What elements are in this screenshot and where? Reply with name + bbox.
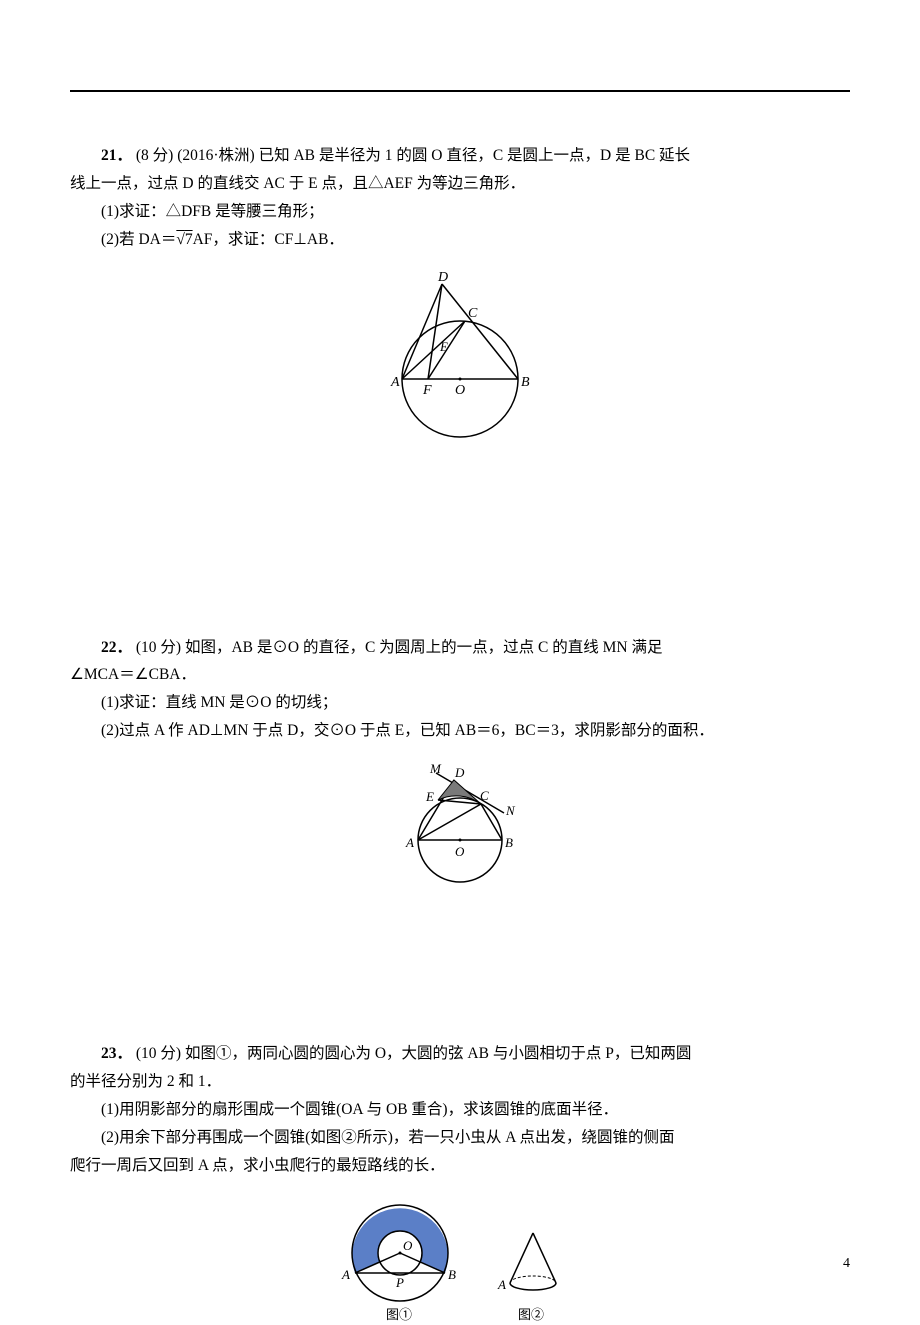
problem-23-text1: 如图①，两同心圆的圆心为 O，大圆的弦 AB 与小圆相切于点 P，已知两圆	[185, 1045, 691, 1062]
problem-23-diagram: A B O P 图① A 图②	[70, 1195, 850, 1325]
problem-21-sqrt: 7	[185, 231, 193, 248]
label-C: C	[468, 306, 478, 321]
problem-22-diagram: M D E C N A B O	[70, 760, 850, 890]
label-F: F	[422, 383, 432, 398]
problem-21-number: 21．	[101, 147, 132, 164]
label-N: N	[505, 803, 516, 818]
problem-23: 23． (10 分) 如图①，两同心圆的圆心为 O，大圆的弦 AB 与小圆相切于…	[70, 1040, 850, 1324]
problem-22-sub2: (2)过点 A 作 AD⊥MN 于点 D，交⊙O 于点 E，已知 AB＝6，BC…	[70, 717, 850, 745]
label-A2: A	[497, 1277, 506, 1292]
problem-23-sub2b: 爬行一周后又回到 A 点，求小虫爬行的最短路线的长．	[70, 1152, 850, 1180]
problem-22-line2: ∠MCA＝∠CBA．	[70, 661, 850, 689]
problem-22-line1: 22． (10 分) 如图，AB 是⊙O 的直径，C 为圆周上的一点，过点 C …	[70, 634, 850, 662]
problem-21-sub1: (1)求证：△DFB 是等腰三角形；	[70, 198, 850, 226]
problem-21-points: (8 分)	[136, 147, 173, 164]
label-C: C	[480, 788, 489, 803]
label-B: B	[521, 375, 530, 390]
problem-21-line1: 21． (8 分) (2016·株洲) 已知 AB 是半径为 1 的圆 O 直径…	[70, 142, 850, 170]
problem-23-sub1: (1)用阴影部分的扇形围成一个圆锥(OA 与 OB 重合)，求该圆锥的底面半径．	[70, 1096, 850, 1124]
problem-22-sub1: (1)求证：直线 MN 是⊙O 的切线；	[70, 689, 850, 717]
problem-22-points: (10 分)	[136, 639, 181, 656]
page-number: 4	[843, 1256, 850, 1272]
problem-21-line2: 线上一点，过点 D 的直线交 AC 于 E 点，且△AEF 为等边三角形．	[70, 170, 850, 198]
problem-22-text1: 如图，AB 是⊙O 的直径，C 为圆周上的一点，过点 C 的直线 MN 满足	[185, 639, 663, 656]
label-fig1: 图①	[386, 1307, 412, 1322]
problem-21: 21． (8 分) (2016·株洲) 已知 AB 是半径为 1 的圆 O 直径…	[70, 142, 850, 444]
label-O: O	[403, 1238, 413, 1253]
problem-23-line1: 23． (10 分) 如图①，两同心圆的圆心为 O，大圆的弦 AB 与小圆相切于…	[70, 1040, 850, 1068]
gap-21-22	[70, 474, 850, 634]
label-A: A	[405, 835, 414, 850]
problem-21-sub2b: AF，求证：CF⊥AB．	[193, 231, 344, 248]
header-rule	[70, 90, 850, 92]
label-D: D	[454, 765, 465, 780]
problem-23-sub2a: (2)用余下部分再围成一个圆锥(如图②所示)，若一只小虫从 A 点出发，绕圆锥的…	[70, 1124, 850, 1152]
label-A: A	[390, 375, 400, 390]
label-E: E	[425, 789, 434, 804]
problem-21-text1: 已知 AB 是半径为 1 的圆 O 直径，C 是圆上一点，D 是 BC 延长	[259, 147, 690, 164]
problem-23-number: 23．	[101, 1045, 132, 1062]
problem-21-source: (2016·株洲)	[177, 147, 255, 164]
problem-23-line2: 的半径分别为 2 和 1．	[70, 1068, 850, 1096]
gap-22-23	[70, 920, 850, 1040]
label-B: B	[448, 1267, 456, 1282]
problem-21-diagram: D C E A F O B	[70, 269, 850, 444]
problem-21-sub2a: (2)若 DA＝	[101, 231, 176, 248]
label-B: B	[505, 835, 513, 850]
problem-23-points: (10 分)	[136, 1045, 181, 1062]
problem-21-sub2: (2)若 DA＝√7AF，求证：CF⊥AB．	[70, 226, 850, 254]
label-E: E	[439, 339, 448, 354]
problem-22-number: 22．	[101, 639, 132, 656]
label-fig2: 图②	[518, 1307, 544, 1322]
problem-22: 22． (10 分) 如图，AB 是⊙O 的直径，C 为圆周上的一点，过点 C …	[70, 634, 850, 891]
label-D: D	[437, 270, 448, 285]
label-O: O	[455, 383, 465, 398]
label-O: O	[455, 844, 465, 859]
label-A: A	[341, 1267, 350, 1282]
label-P: P	[395, 1275, 404, 1290]
label-M: M	[429, 761, 442, 776]
